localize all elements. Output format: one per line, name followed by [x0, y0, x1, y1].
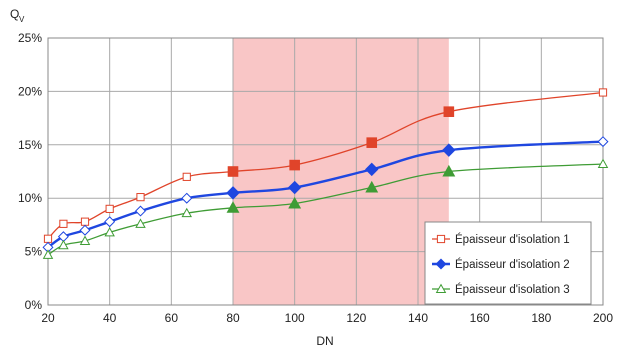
- legend-label-1: Épaisseur d'isolation 1: [455, 233, 570, 246]
- series-2-point: [134, 205, 147, 217]
- x-tick-label: 160: [470, 311, 490, 325]
- highlight-band: [233, 38, 449, 305]
- series-3-point: [104, 226, 115, 237]
- series-3-point: [365, 180, 379, 193]
- plot-frame: [47, 37, 604, 306]
- y-axis-title-subscript: V: [19, 15, 25, 24]
- series-1-point: [598, 88, 608, 97]
- x-tick-label: 20: [41, 311, 55, 325]
- series-1-point: [366, 137, 378, 148]
- series-2-point: [287, 180, 302, 195]
- y-tick-label: 0%: [25, 298, 43, 312]
- x-tick-label: 100: [285, 311, 305, 325]
- legend-marker-1: [436, 234, 446, 244]
- plot-area: 0% 5% 10% 15% 20% 25% 20 40 60 80 100 120 140 160 180 2…: [18, 31, 613, 325]
- series-3-point: [597, 158, 609, 169]
- series-1-point: [136, 193, 145, 202]
- series-3-point: [42, 249, 54, 259]
- series-3-point: [58, 239, 69, 250]
- series-1-point: [59, 219, 68, 228]
- y-tick-label: 5%: [25, 245, 43, 259]
- x-tick-label: 200: [593, 311, 613, 325]
- series-1-point: [80, 217, 90, 226]
- series-2-point: [104, 216, 116, 228]
- legend-box: [424, 221, 592, 305]
- y-tick-label: 25%: [18, 31, 42, 45]
- series-3-point: [442, 164, 456, 177]
- series-1-point: [182, 172, 191, 181]
- x-tick-label: 60: [165, 311, 179, 325]
- series-3-point: [288, 196, 302, 209]
- series-1-point: [443, 106, 455, 117]
- series-3-point: [226, 201, 240, 213]
- y-axis-title: Q V: [10, 7, 25, 24]
- series-3-point: [79, 235, 91, 245]
- series-1-point: [227, 166, 239, 177]
- series-2-point: [365, 162, 379, 177]
- y-tick-label: 15%: [18, 138, 42, 152]
- x-tick-label: 180: [531, 311, 551, 325]
- series-2-point: [442, 143, 456, 157]
- series-2-point: [597, 136, 609, 148]
- x-tick-label: 140: [408, 311, 428, 325]
- x-tick-label: 120: [346, 311, 366, 325]
- y-axis-title-main: Q: [10, 7, 19, 21]
- x-tick-label: 40: [103, 311, 117, 325]
- series-3-point: [135, 218, 146, 228]
- y-tick-label: 10%: [18, 191, 42, 205]
- legend-marker-3: [435, 283, 447, 294]
- series-1-point: [43, 234, 53, 243]
- series-3-point: [181, 207, 192, 218]
- x-axis-title: DN: [316, 334, 333, 348]
- series-2-point: [181, 192, 193, 204]
- x-tick-label: 80: [226, 311, 240, 325]
- series-2-point: [79, 224, 91, 236]
- series-2-point: [226, 186, 240, 200]
- legend-marker-2: [435, 258, 447, 270]
- series-1-point: [105, 204, 114, 213]
- legend-label-2: Épaisseur d'isolation 2: [455, 258, 570, 271]
- y-tick-label: 20%: [18, 84, 42, 98]
- series-1-point: [289, 159, 300, 171]
- legend-label-3: Épaisseur d'isolation 3: [455, 283, 570, 296]
